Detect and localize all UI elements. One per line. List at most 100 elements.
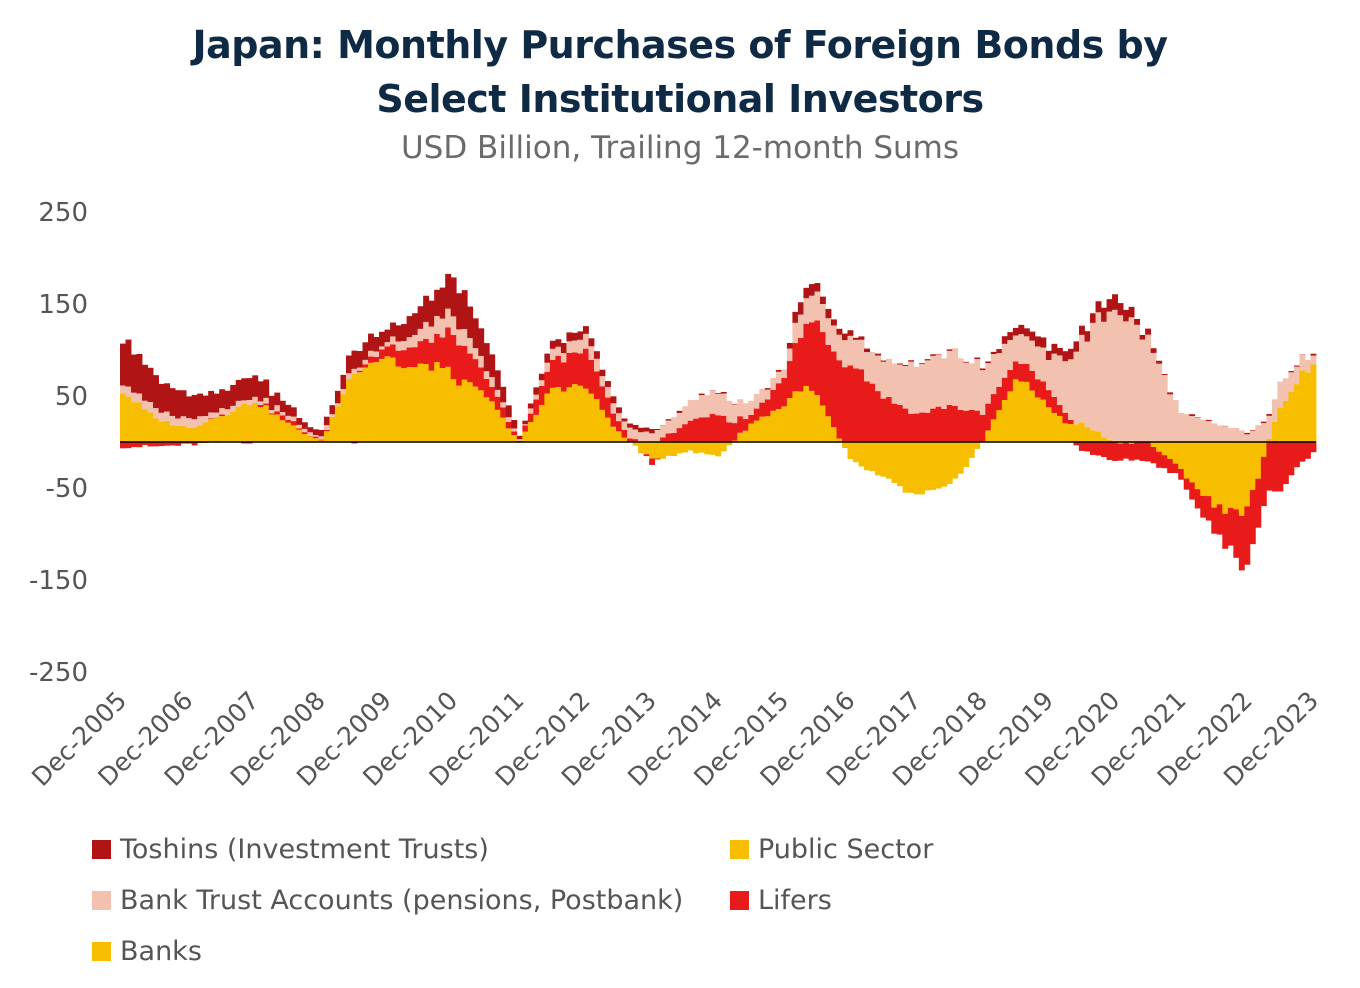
- bar-toshins-213: [1293, 365, 1300, 367]
- bar-lifers-89: [610, 413, 617, 427]
- bar-banks-24: [252, 403, 259, 442]
- bar-toshins-197: [1205, 419, 1212, 421]
- bar-bank-trust-152: [957, 358, 964, 411]
- bar-bank-trust-147: [930, 355, 937, 409]
- bar-lifers-205: [1249, 489, 1256, 545]
- bar-bank-trust-163: [1018, 334, 1025, 364]
- bar-bank-trust-26: [263, 397, 270, 404]
- bar-banks-53: [412, 367, 419, 442]
- bar-lifers-143: [908, 413, 915, 442]
- bar-lifers-139: [886, 396, 893, 442]
- bar-lifers-78: [549, 359, 556, 388]
- bar-lifers-135: [864, 381, 870, 442]
- bar-lifers-12: [186, 442, 193, 444]
- bar-toshins-53: [412, 313, 419, 335]
- bar-lifers-69: [500, 407, 507, 418]
- bar-bank-trust-110: [726, 400, 733, 423]
- bar-bank-trust-96: [649, 433, 656, 442]
- bar-bank-trust-183: [1128, 317, 1135, 442]
- bar-bank-trust-140: [891, 363, 898, 404]
- bar-toshins-32: [296, 418, 303, 425]
- bar-bank-trust-19: [224, 409, 231, 415]
- bar-bank-trust-99: [665, 420, 672, 434]
- bar-lifers-115: [753, 408, 760, 421]
- bar-toshins-121: [786, 342, 793, 349]
- bar-toshins-175: [1084, 331, 1091, 342]
- chart-subtitle: USD Billion, Trailing 12-month Sums: [400, 130, 960, 166]
- bar-toshins-75: [533, 387, 540, 395]
- bar-banks-34: [307, 436, 314, 442]
- bar-banks-80: [560, 391, 567, 442]
- bar-toshins-1: [125, 339, 132, 387]
- bar-toshins-143: [908, 360, 915, 362]
- bar-banks-176: [1090, 430, 1096, 442]
- bar-toshins-172: [1067, 348, 1074, 360]
- bar-toshins-4: [142, 364, 148, 401]
- bar-bank-trust-145: [919, 363, 926, 413]
- bar-lifers-179: [1106, 442, 1113, 461]
- bar-lifers-146: [924, 412, 931, 442]
- bar-toshins-29: [279, 400, 286, 412]
- bar-banks-55: [423, 363, 430, 442]
- bar-banks-121: [786, 398, 793, 442]
- bar-lifers-138: [880, 398, 887, 442]
- bar-toshins-163: [1018, 324, 1025, 335]
- bar-bank-trust-53: [412, 334, 419, 348]
- bar-toshins-208: [1266, 414, 1273, 416]
- bar-toshins-17: [213, 393, 220, 413]
- bar-banks-152: [957, 442, 964, 474]
- bar-banks-81: [566, 387, 573, 442]
- bar-lifers-63: [467, 353, 474, 383]
- bar-banks-86: [593, 399, 600, 442]
- bar-lifers-122: [792, 343, 799, 392]
- bar-lifers-188: [1156, 451, 1163, 468]
- bar-bank-trust-31: [290, 416, 297, 422]
- bar-banks-103: [687, 442, 694, 451]
- bar-banks-134: [858, 442, 865, 467]
- bar-bank-trust-186: [1145, 334, 1152, 442]
- bar-banks-183: [1128, 442, 1135, 444]
- bar-lifers-128: [825, 344, 832, 417]
- bar-banks-142: [902, 442, 909, 493]
- bar-lifers-215: [1304, 442, 1311, 459]
- y-tick-label-5: -250: [29, 658, 88, 688]
- bar-toshins-146: [924, 359, 931, 361]
- bar-toshins-81: [566, 332, 573, 342]
- bar-toshins-69: [500, 386, 507, 403]
- bar-lifers-4: [142, 442, 148, 445]
- bar-banks-26: [263, 405, 270, 442]
- bar-toshins-155: [974, 357, 981, 359]
- bar-banks-161: [1007, 391, 1014, 442]
- bar-bank-trust-25: [257, 401, 264, 405]
- bar-toshins-77: [544, 353, 551, 363]
- bar-banks-200: [1222, 442, 1229, 514]
- bar-banks-88: [605, 417, 611, 442]
- bar-lifers-96: [649, 458, 656, 465]
- bar-lifers-112: [737, 416, 744, 433]
- bar-bank-trust-201: [1227, 428, 1234, 442]
- bar-banks-113: [742, 430, 749, 442]
- bar-banks-164: [1023, 381, 1030, 442]
- bar-bank-trust-109: [720, 393, 727, 416]
- bar-banks-35: [312, 438, 319, 442]
- bar-toshins-54: [417, 306, 424, 329]
- bar-bank-trust-199: [1216, 425, 1223, 442]
- bar-bank-trust-155: [974, 358, 981, 411]
- bar-banks-123: [797, 391, 804, 442]
- bar-bank-trust-66: [483, 371, 490, 379]
- bar-bank-trust-73: [522, 424, 529, 426]
- bar-bank-trust-51: [401, 341, 407, 351]
- bar-bank-trust-204: [1244, 434, 1251, 442]
- bar-banks-209: [1271, 421, 1278, 442]
- bar-banks-32: [296, 429, 303, 442]
- chart-title-line1: Japan: Monthly Purchases of Foreign Bond…: [192, 23, 1168, 67]
- bar-lifers-104: [693, 418, 700, 442]
- bar-toshins-141: [897, 363, 904, 365]
- bar-lifers-195: [1194, 489, 1201, 509]
- bar-lifers-55: [423, 338, 430, 364]
- bar-bank-trust-111: [731, 404, 738, 424]
- bar-lifers-125: [808, 322, 815, 391]
- bar-toshins-162: [1012, 327, 1019, 336]
- bar-banks-96: [649, 442, 656, 459]
- bar-bank-trust-27: [268, 410, 275, 414]
